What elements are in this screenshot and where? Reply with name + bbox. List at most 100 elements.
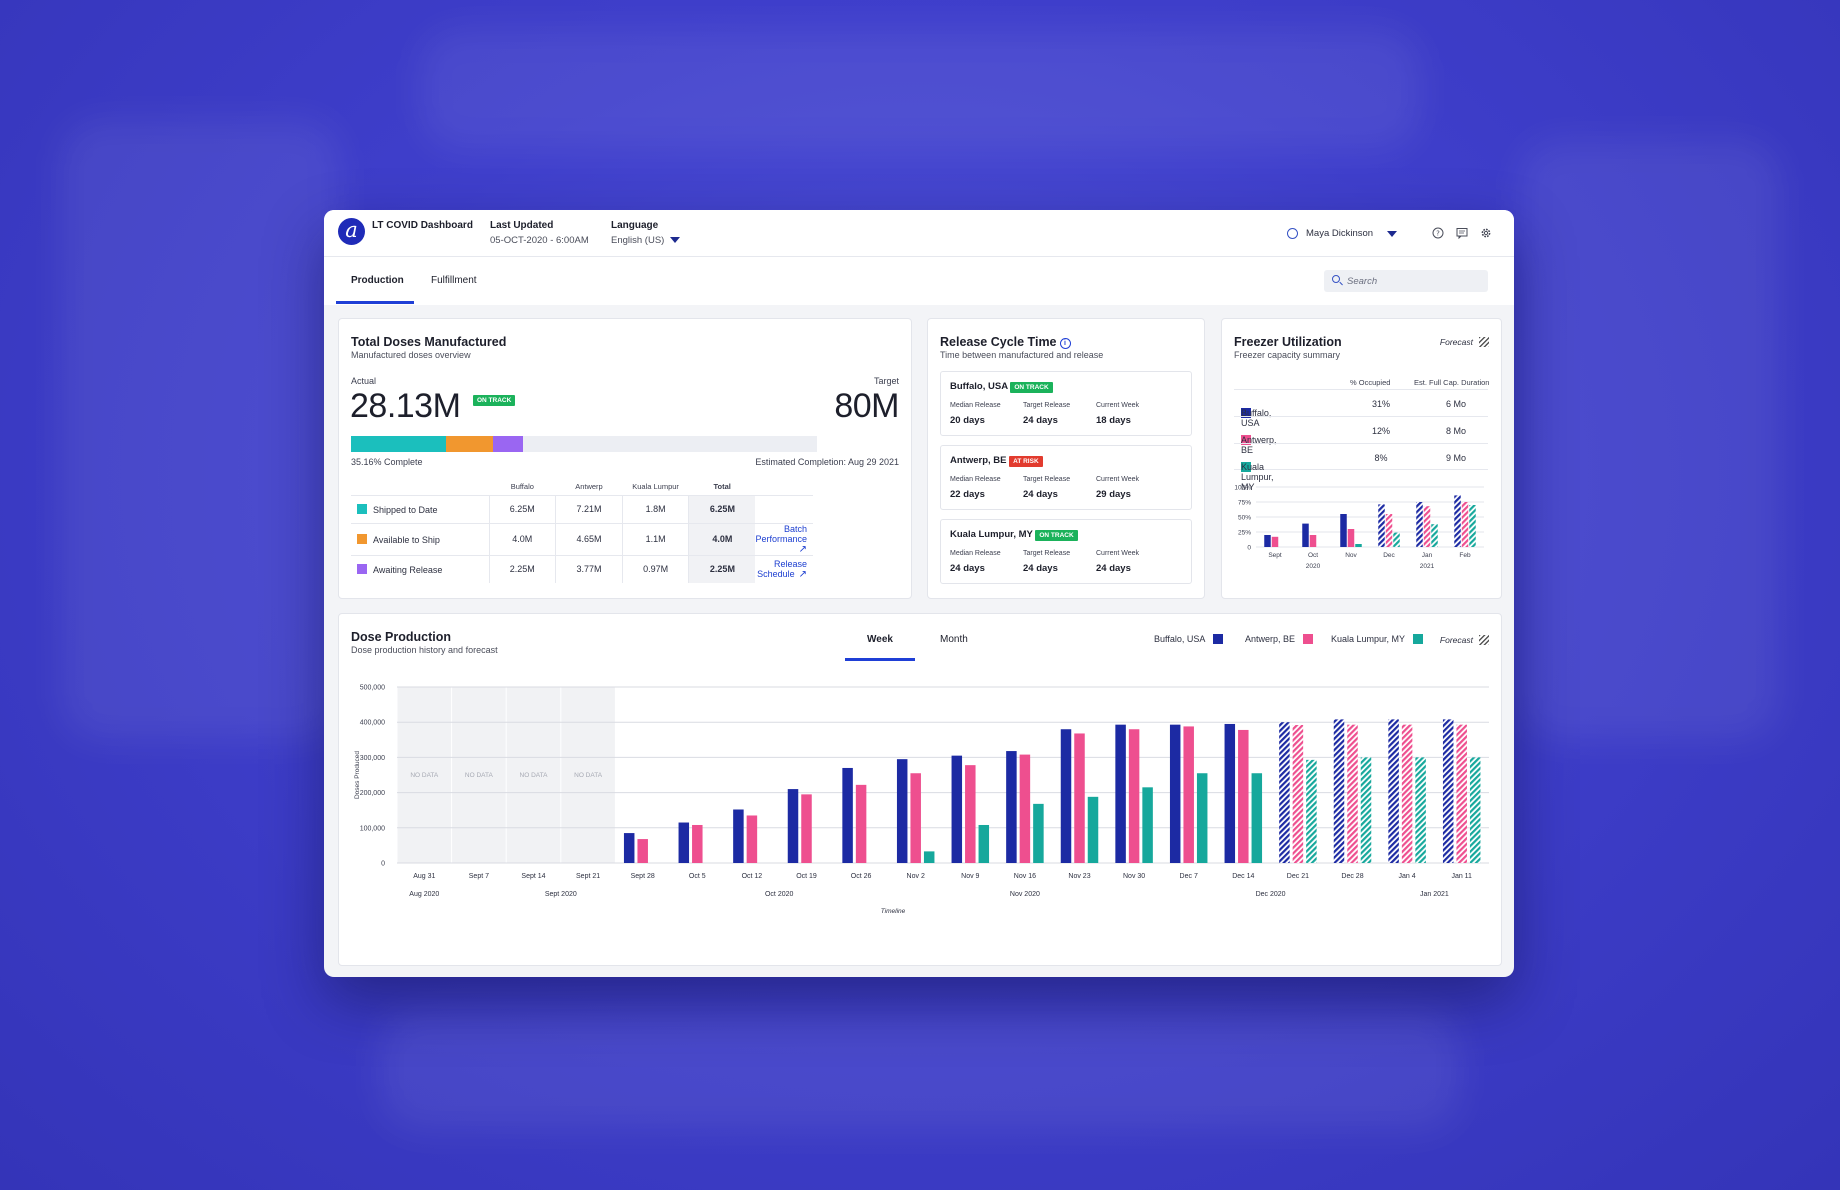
- no-data-band: [561, 687, 615, 863]
- shipped-swatch: [357, 503, 367, 514]
- bar-antwerp-forecast: [1456, 724, 1467, 863]
- external-link-icon: ↗: [798, 543, 807, 555]
- status-badge: ON TRACK: [473, 395, 516, 406]
- bar-buffalo-forecast: [1442, 719, 1454, 863]
- external-link-icon: ↗: [798, 568, 807, 580]
- col-header: Antwerp: [575, 482, 603, 492]
- release-cycle-card: Release Cycle Time i Time between manufac…: [927, 318, 1205, 599]
- freezer-card: Freezer Utilization Freezer capacity sum…: [1221, 318, 1502, 599]
- status-badge: AT RISK: [1009, 456, 1043, 467]
- bar-antwerp-forecast: [1461, 502, 1469, 547]
- occupied-value: 12%: [1371, 426, 1390, 436]
- message-icon[interactable]: [1456, 227, 1468, 240]
- cell: 3.77M: [555, 554, 623, 583]
- bar-kuala: [1355, 544, 1362, 547]
- dose-production-card: Dose Production Dose production history …: [338, 613, 1502, 966]
- x-tick-label: Aug 31: [413, 873, 435, 880]
- occupied-value: 31%: [1371, 399, 1390, 409]
- y-tick-label: 0: [381, 861, 385, 868]
- cell: 1.8M: [622, 494, 690, 523]
- cell: 0.97M: [622, 554, 690, 583]
- bar-buffalo-forecast: [1416, 502, 1423, 547]
- progress-available: [445, 436, 494, 452]
- awaiting-swatch: [357, 563, 367, 574]
- y-tick-label: 25%: [1238, 530, 1251, 537]
- batch-performance-link[interactable]: Batch Performance↗: [755, 522, 813, 555]
- bar-buffalo: [896, 759, 908, 863]
- bar-antwerp: [692, 824, 703, 863]
- site-name: Buffalo, USA: [1241, 408, 1272, 428]
- table-row: Shipped to Date 6.25M 7.21M 1.8M 6.25M: [351, 494, 813, 523]
- x-tick-label: Oct 5: [689, 873, 706, 880]
- antwerp-swatch: [1303, 634, 1314, 644]
- bar-antwerp: [1183, 726, 1194, 863]
- row-label: Shipped to Date: [373, 504, 438, 515]
- x-tick-label: Jan: [1422, 552, 1433, 559]
- help-icon[interactable]: ?: [1432, 227, 1444, 239]
- x-tick-label: Nov 23: [1068, 873, 1090, 880]
- bar-kuala-forecast: [1415, 757, 1426, 863]
- bar-kuala-forecast: [1469, 505, 1476, 547]
- legend-kuala: Kuala Lumpur, MY: [1331, 634, 1424, 644]
- bar-buffalo: [1224, 723, 1236, 863]
- duration-value: 8 Mo: [1445, 426, 1466, 436]
- bar-kuala: [1142, 787, 1153, 863]
- release-site-antwerp: Antwerp, BE AT RISK Median Release 22 day…: [940, 445, 1192, 510]
- release-schedule-link[interactable]: Release Schedule ↗: [755, 554, 813, 583]
- y-tick-label: 50%: [1238, 515, 1251, 522]
- bar-kuala: [978, 824, 990, 863]
- bar-antwerp: [1238, 729, 1249, 863]
- bar-buffalo: [1060, 729, 1072, 863]
- settings-icon[interactable]: [1480, 227, 1492, 239]
- legend-antwerp: Antwerp, BE: [1245, 634, 1314, 644]
- app-logo[interactable]: a: [338, 218, 365, 245]
- cell: 6.25M: [489, 494, 557, 523]
- no-data-label: NO DATA: [520, 772, 549, 779]
- last-updated-value: 05-OCT-2020 - 6:00AM: [490, 235, 589, 246]
- x-tick-label: Dec: [1383, 552, 1395, 559]
- tab-month[interactable]: Month: [940, 634, 968, 645]
- x-tick-label: Oct 19: [796, 873, 817, 880]
- x-tick-label: Sept 21: [576, 873, 600, 880]
- tab-fulfillment[interactable]: Fulfillment: [431, 275, 477, 286]
- site-name: Buffalo, USA: [950, 381, 1008, 392]
- y-tick-label: 75%: [1238, 500, 1251, 507]
- cell-total: 2.25M: [688, 554, 756, 583]
- kuala-swatch: [1241, 462, 1251, 472]
- info-icon[interactable]: i: [1059, 338, 1071, 349]
- site-name: Kuala Lumpur, MY: [1241, 462, 1274, 492]
- bar-kuala-forecast: [1393, 532, 1400, 547]
- language-select[interactable]: English (US): [611, 235, 681, 246]
- active-tab-indicator: [845, 658, 915, 661]
- year-label: 2020: [1306, 563, 1321, 570]
- bar-antwerp: [746, 815, 758, 863]
- tab-week[interactable]: Week: [867, 634, 893, 645]
- card-title: Release Cycle Time: [940, 335, 1057, 349]
- bar-kuala-forecast: [1469, 757, 1481, 863]
- active-tab-indicator: [336, 301, 414, 304]
- search-input[interactable]: Search: [1324, 270, 1488, 292]
- user-menu[interactable]: Maya Dickinson: [1287, 228, 1398, 239]
- col-header: Est. Full Cap. Duration: [1414, 378, 1490, 387]
- current-label: Current Week: [1096, 402, 1140, 409]
- x-tick-label: Feb: [1459, 552, 1471, 559]
- y-tick-label: 200,000: [360, 790, 385, 797]
- x-tick-label: Jan 4: [1399, 873, 1416, 880]
- cell-total: 4.0M: [688, 522, 756, 555]
- bar-antwerp: [855, 784, 867, 863]
- col-header: % Occupied: [1350, 378, 1391, 387]
- card-subtitle: Manufactured doses overview: [351, 350, 471, 360]
- y-tick-label: 500,000: [360, 685, 385, 692]
- tab-production[interactable]: Production: [351, 275, 404, 286]
- x-tick-label: Dec 21: [1287, 873, 1309, 880]
- bar-buffalo-forecast: [1279, 722, 1290, 863]
- search-icon: [1332, 275, 1340, 283]
- year-label: 2021: [1420, 563, 1435, 570]
- top-bar: a LT COVID Dashboard Last Updated 05-OCT…: [324, 210, 1514, 257]
- cell: 1.1M: [622, 522, 690, 555]
- month-label: Jan 2021: [1420, 891, 1449, 898]
- site-name: Antwerp, BE: [1241, 435, 1277, 455]
- median-label: Median Release: [950, 402, 1001, 409]
- month-label: Oct 2020: [765, 891, 794, 898]
